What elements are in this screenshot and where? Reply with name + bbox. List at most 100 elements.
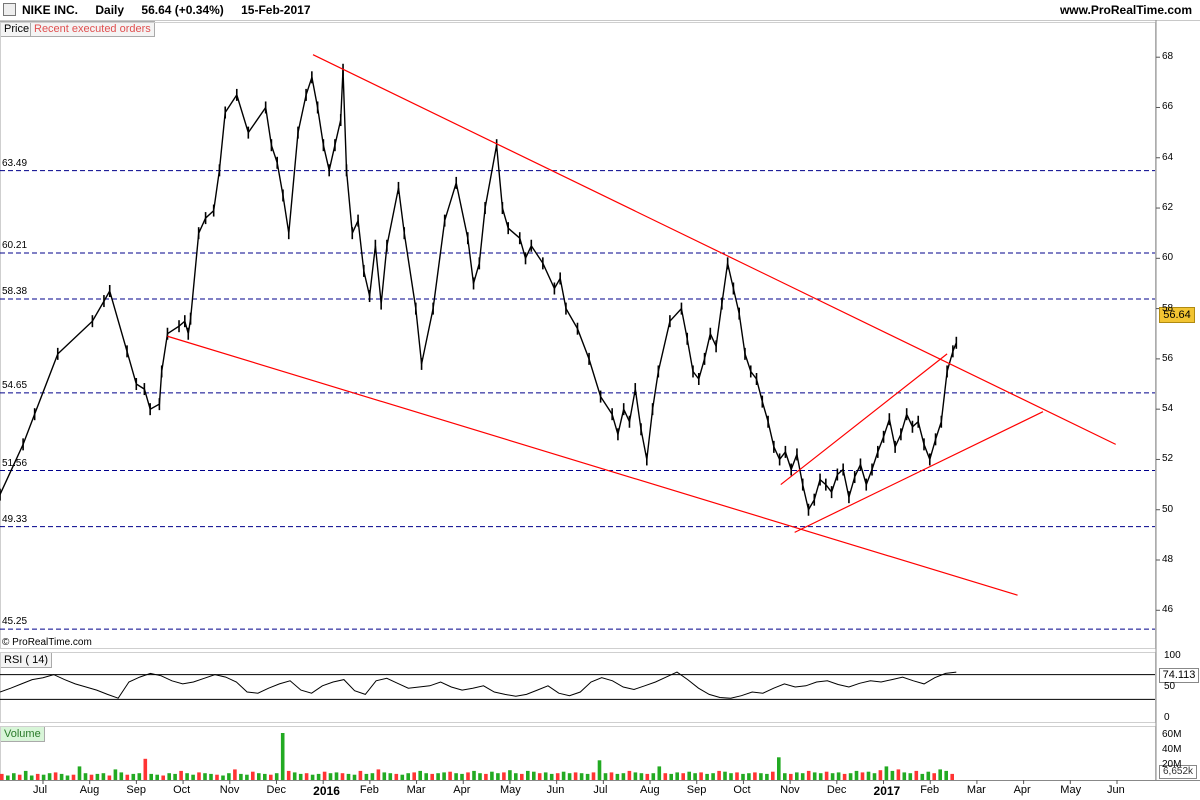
volume-bar [71, 774, 76, 780]
volume-bar [771, 771, 775, 780]
volume-bar [65, 775, 70, 780]
volume-bar [460, 773, 464, 780]
x-tick-label: 2016 [313, 784, 340, 798]
toolbar-toggle[interactable] [3, 3, 16, 16]
recent-orders-tag[interactable]: Recent executed orders [30, 21, 155, 37]
x-tick-label: Mar [966, 784, 986, 796]
volume-bar [908, 773, 913, 780]
volume-bar [77, 766, 82, 780]
volume-bar [824, 771, 829, 780]
volume-bar [818, 773, 823, 780]
x-tick-label: Apr [1013, 784, 1031, 796]
volume-bar [119, 772, 124, 780]
x-tick-label: Sep [686, 784, 707, 796]
volume-bar [334, 772, 339, 780]
level-label: 58.38 [2, 286, 28, 298]
volume-bar [735, 772, 739, 780]
volume-bar [418, 770, 422, 780]
volume-bar [370, 773, 375, 780]
volume-bar [902, 772, 907, 780]
volume-bar [137, 773, 142, 780]
volume-bar [388, 773, 393, 780]
x-tick-label: May [499, 784, 521, 796]
trendline-channel-bottom [794, 411, 1044, 533]
volume-bar [741, 773, 745, 780]
volume-bar [591, 772, 596, 780]
volume-bar [197, 772, 201, 780]
volume-bar [227, 773, 231, 780]
volume-bar [17, 774, 22, 780]
last-price-label: 56.64 [1159, 307, 1195, 323]
trendline-lower-downtrend [167, 335, 1018, 596]
price-tick-label: 54 [1162, 403, 1174, 415]
price-tick-label: 60 [1162, 252, 1174, 264]
volume-bar [298, 773, 303, 780]
x-tick-label: Dec [266, 784, 287, 796]
volume-bar [842, 773, 847, 780]
volume-bar [376, 769, 381, 780]
volume-bar [89, 774, 94, 780]
level-label: 60.21 [2, 240, 28, 252]
volume-bar [496, 773, 500, 780]
price-tick-label: 64 [1162, 151, 1174, 163]
x-tick-label: Nov [219, 784, 240, 796]
volume-bar [711, 773, 715, 780]
volume-bar [23, 770, 28, 780]
volume-bar [657, 766, 662, 780]
volume-panel-frame [0, 726, 1156, 781]
volume-bar [101, 773, 106, 780]
chart-title: NIKE INC. Daily 56.64 (+0.34%) 15-Feb-20… [22, 3, 325, 17]
volume-bar [41, 774, 46, 780]
volume-bar [795, 772, 799, 780]
volume-bar [310, 774, 315, 780]
price-tick-label: 46 [1162, 604, 1174, 616]
volume-bar [753, 772, 757, 780]
volume-bar [179, 770, 183, 780]
volume-bar [263, 773, 267, 780]
volume-value-label: 6,652k [1159, 765, 1197, 779]
volume-bar [747, 773, 751, 780]
volume-bar [274, 773, 279, 780]
level-label: 54.65 [2, 379, 28, 391]
volume-bar [609, 772, 614, 780]
volume-bar [729, 773, 733, 780]
volume-bar [131, 773, 136, 780]
rsi-tick-label: 100 [1164, 650, 1181, 661]
volume-bar [627, 770, 632, 780]
rsi-line [0, 671, 957, 699]
volume-bar [884, 766, 889, 780]
volume-bar [633, 772, 638, 780]
rsi-tick-label: 0 [1164, 712, 1170, 723]
volume-bar [526, 770, 530, 780]
volume-bar [621, 773, 626, 780]
volume-bar [161, 775, 165, 780]
level-label: 49.33 [2, 513, 28, 525]
site-link[interactable]: www.ProRealTime.com [1059, 3, 1192, 17]
x-tick-label: 2017 [873, 784, 901, 798]
volume-bar [639, 773, 644, 780]
x-tick-label: Feb [359, 784, 379, 796]
volume-bar [149, 773, 153, 780]
volume-bar [12, 773, 16, 780]
volume-bar [173, 773, 177, 780]
volume-bar [603, 773, 608, 780]
volume-bar [185, 773, 189, 780]
volume-bar [723, 771, 727, 780]
trendline-upper-downtrend [312, 54, 1116, 445]
volume-bar [400, 774, 405, 780]
volume-bar [269, 774, 273, 780]
volume-bar [304, 773, 309, 780]
x-tick-label: Aug [640, 784, 660, 796]
volume-bar [233, 769, 237, 780]
volume-bar [675, 772, 679, 780]
volume-bar [543, 772, 548, 780]
volume-bar [555, 773, 560, 780]
price-tick-label: 62 [1162, 202, 1174, 214]
volume-bar [848, 773, 853, 780]
volume-bar [340, 773, 345, 780]
price-tick-label: 66 [1162, 101, 1174, 113]
price-tick-label: 68 [1162, 51, 1174, 63]
volume-bar [806, 770, 811, 780]
volume-bar [830, 773, 835, 780]
